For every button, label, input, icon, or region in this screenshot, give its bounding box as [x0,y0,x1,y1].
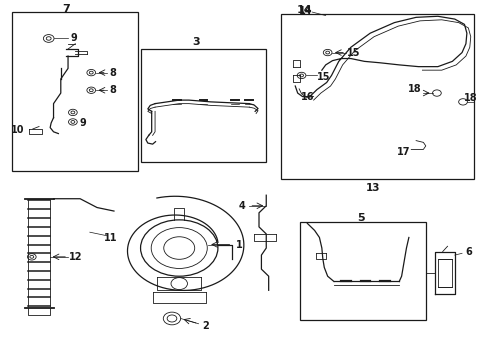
Text: 8: 8 [109,68,116,78]
Text: 9: 9 [79,118,86,128]
Text: 3: 3 [192,37,200,47]
Bar [140,49,265,162]
Text: 11: 11 [103,233,117,243]
Text: 2: 2 [202,320,209,330]
Text: 17: 17 [396,147,410,157]
Text: 8: 8 [109,85,116,95]
Bar [300,222,425,320]
Bar [280,14,473,179]
Text: 4: 4 [238,201,245,211]
Text: 13: 13 [365,183,379,193]
Text: 14: 14 [297,5,312,15]
Text: 15: 15 [316,72,329,82]
Text: 7: 7 [61,4,69,14]
Text: 6: 6 [464,247,471,257]
Text: 14: 14 [299,6,312,15]
Text: 1: 1 [236,239,243,249]
Text: 5: 5 [356,213,364,223]
Text: 12: 12 [68,252,82,262]
Text: 15: 15 [346,48,360,58]
Text: 10: 10 [11,125,24,135]
Text: 16: 16 [300,92,313,102]
Bar [12,12,138,171]
Text: 18: 18 [463,93,477,103]
Text: 18: 18 [407,84,421,94]
Text: 9: 9 [71,33,78,44]
